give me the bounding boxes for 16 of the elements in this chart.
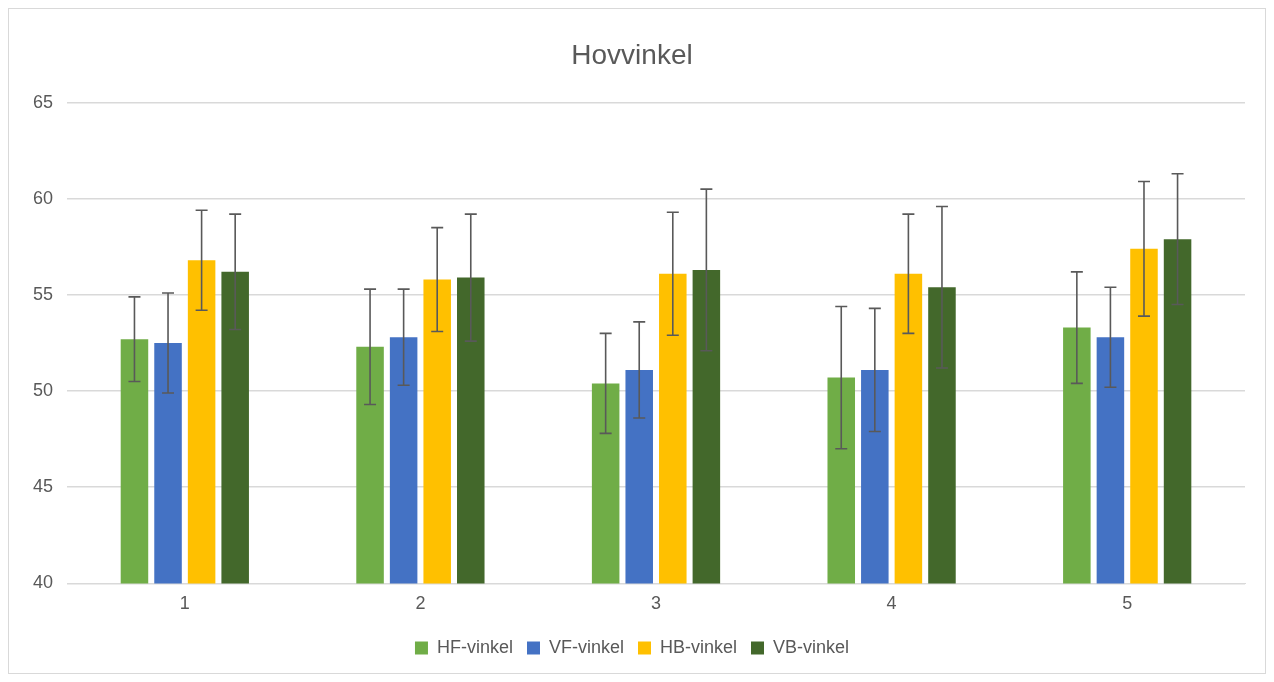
y-tick-label: 45 [32,476,54,497]
x-tick-label: 1 [179,593,190,614]
legend-label: HF-vinkel [436,636,513,657]
x-tick-label: 4 [886,593,897,614]
y-tick-label: 55 [32,283,54,304]
legend-label: HB-vinkel [659,636,738,657]
x-tick-label: 3 [651,593,662,614]
x-tick-label: 2 [415,593,426,614]
y-tick-label: 60 [32,187,54,208]
legend-label: VF-vinkel [548,636,624,657]
y-tick-label: 65 [32,91,54,112]
x-tick-label: 5 [1122,593,1133,614]
legend-label: VB-vinkel [773,636,850,657]
y-tick-label: 40 [32,572,54,593]
chart-title: Hovvinkel [571,38,693,70]
y-tick-label: 50 [32,380,54,401]
